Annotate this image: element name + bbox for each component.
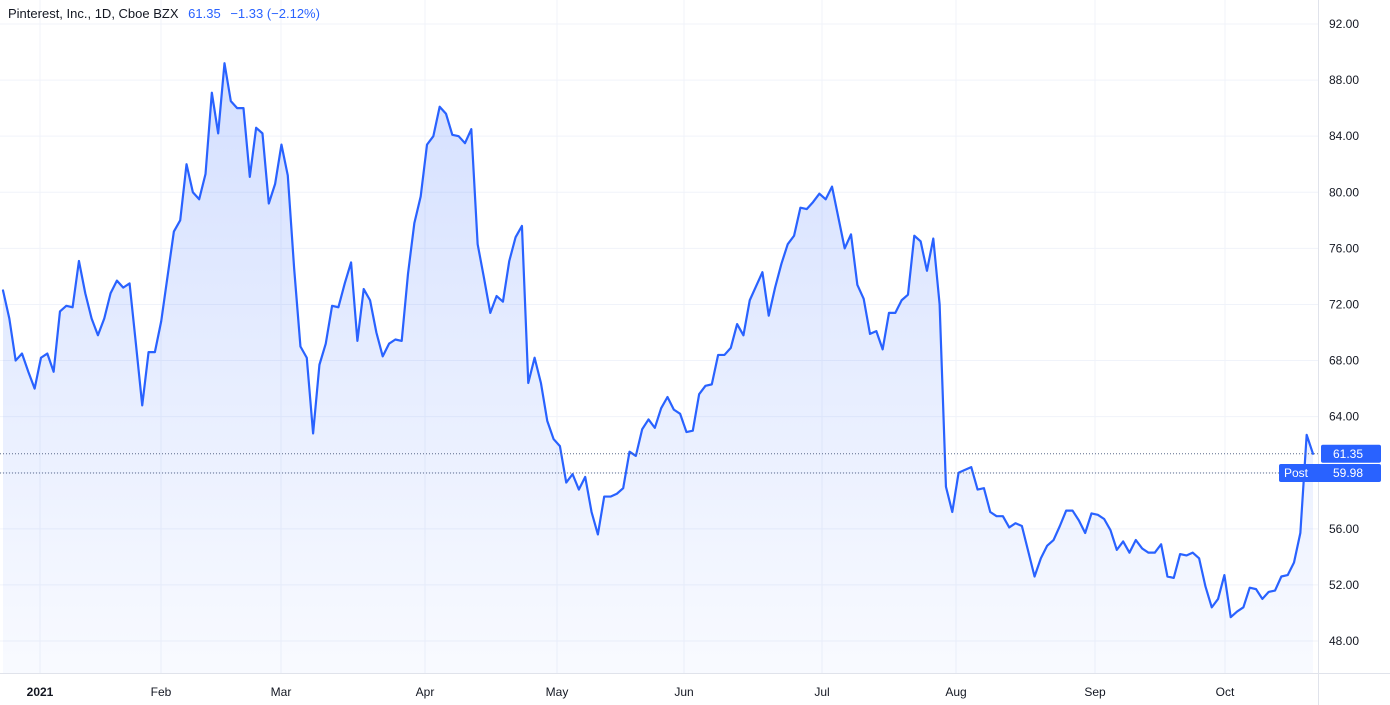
last-price-badge [1321, 444, 1381, 463]
y-tick-label: 68.00 [1329, 354, 1359, 368]
x-tick-label: Jul [814, 685, 829, 699]
y-tick-label: 92.00 [1329, 17, 1359, 31]
y-axis[interactable]: 48.0052.0056.0060.0064.0068.0072.0076.00… [1329, 17, 1359, 648]
price-reference-lines [0, 453, 1318, 474]
x-tick-label: Sep [1084, 685, 1106, 699]
x-tick-label: Oct [1216, 685, 1235, 699]
x-axis[interactable]: 2021 Feb Mar Apr May Jun Jul Aug Sep Oct [27, 685, 1235, 699]
y-tick-label: 76.00 [1329, 241, 1359, 255]
price-area [1, 62, 1315, 673]
price-area-fill [3, 63, 1313, 673]
last-price-value: 61.35 [188, 6, 221, 21]
last-price-badge-label: 61.35 [1333, 447, 1363, 461]
price-change-value: −1.33 (−2.12%) [230, 6, 320, 21]
x-tick-label: Apr [416, 685, 435, 699]
post-price-badge-label: 59.98 [1333, 466, 1363, 480]
price-line [1, 62, 1315, 619]
post-tag-label: Post [1284, 466, 1309, 480]
chart-legend[interactable]: Pinterest, Inc., 1D, Cboe BZX 61.35 −1.3… [8, 6, 326, 21]
y-tick-label: 52.00 [1329, 578, 1359, 592]
symbol-title: Pinterest, Inc., 1D, Cboe BZX [8, 6, 179, 21]
x-tick-label: May [546, 685, 569, 699]
y-tick-label: 64.00 [1329, 410, 1359, 424]
x-tick-label: Jun [674, 685, 693, 699]
x-tick-label: Mar [271, 685, 292, 699]
y-tick-label: 84.00 [1329, 129, 1359, 143]
y-tick-label: 80.00 [1329, 185, 1359, 199]
post-price-badge [1279, 464, 1381, 483]
x-tick-label: Feb [151, 685, 172, 699]
y-tick-label: 56.00 [1329, 522, 1359, 536]
x-tick-label: Aug [945, 685, 966, 699]
y-tick-label: 48.00 [1329, 634, 1359, 648]
x-tick-label: 2021 [27, 685, 54, 699]
y-tick-label: 88.00 [1329, 73, 1359, 87]
y-tick-label: 72.00 [1329, 297, 1359, 311]
price-badges: 61.35 Post 59.98 [1279, 444, 1381, 483]
